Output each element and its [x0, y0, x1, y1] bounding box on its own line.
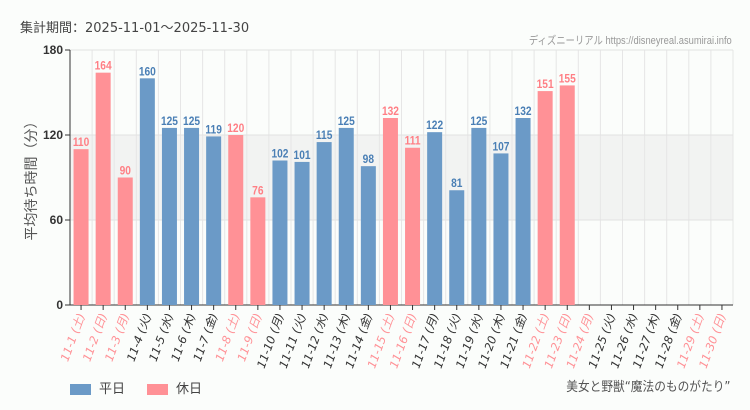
data-label: 76: [252, 185, 263, 198]
bar: [250, 197, 266, 305]
legend-weekday: 平日: [70, 378, 125, 397]
bar: [493, 153, 509, 305]
bar: [449, 190, 465, 305]
y-tick-label: 0: [56, 298, 63, 312]
data-label: 119: [205, 124, 221, 137]
attraction-name: 美女と野獣“魔法のものがたり”: [565, 380, 730, 395]
y-axis-label: 平均待ち時間（分）: [24, 115, 40, 241]
bar: [184, 127, 200, 306]
y-tick-label: 120: [43, 128, 63, 142]
data-label: 81: [451, 178, 462, 191]
data-label: 125: [183, 115, 200, 128]
data-label: 90: [120, 165, 131, 178]
y-tick-label: 180: [43, 43, 63, 57]
data-label: 125: [338, 115, 355, 128]
data-label: 102: [271, 148, 288, 161]
bar: [405, 147, 421, 305]
legend-holiday-label: 休日: [176, 382, 203, 397]
period-label: 集計期間：2025-11-01～2025-11-30: [20, 21, 250, 36]
bar: [360, 166, 376, 305]
y-tick-label: 60: [50, 213, 64, 227]
bar: [294, 161, 310, 305]
data-label: 125: [161, 115, 178, 128]
data-label: 110: [73, 136, 89, 149]
data-label: 120: [227, 122, 244, 135]
bar: [228, 135, 244, 305]
bar: [427, 132, 443, 305]
bar: [272, 160, 288, 305]
data-label: 101: [294, 149, 311, 162]
legend-weekday-label: 平日: [99, 382, 126, 397]
data-label: 155: [559, 73, 576, 86]
data-label: 132: [515, 105, 532, 118]
bar: [206, 136, 222, 305]
data-label: 125: [470, 115, 487, 128]
legend-swatch-holiday: [147, 384, 169, 395]
bar: [338, 127, 354, 306]
data-label: 122: [426, 119, 443, 132]
legend-holiday: 休日: [147, 378, 202, 397]
bar: [559, 85, 575, 306]
bar: [117, 177, 133, 305]
bar: [382, 118, 398, 305]
data-label: 132: [382, 105, 399, 118]
bar: [537, 91, 553, 305]
bar: [161, 127, 177, 306]
data-label: 107: [492, 141, 509, 154]
data-label: 151: [537, 78, 554, 91]
data-label: 160: [139, 66, 156, 79]
bar: [316, 142, 332, 305]
data-label: 115: [316, 129, 332, 142]
bar: [139, 78, 155, 305]
data-label: 164: [95, 60, 113, 73]
legend: 平日 休日: [70, 378, 202, 397]
bar: [515, 118, 531, 305]
source-label: ディズニーリアル https://disneyreal.asumirai.inf…: [529, 35, 732, 47]
bar: [471, 127, 487, 306]
bar: [73, 149, 89, 305]
data-label: 98: [363, 153, 374, 166]
data-label: 111: [405, 135, 421, 148]
bar: [95, 72, 111, 306]
legend-swatch-weekday: [70, 384, 91, 395]
